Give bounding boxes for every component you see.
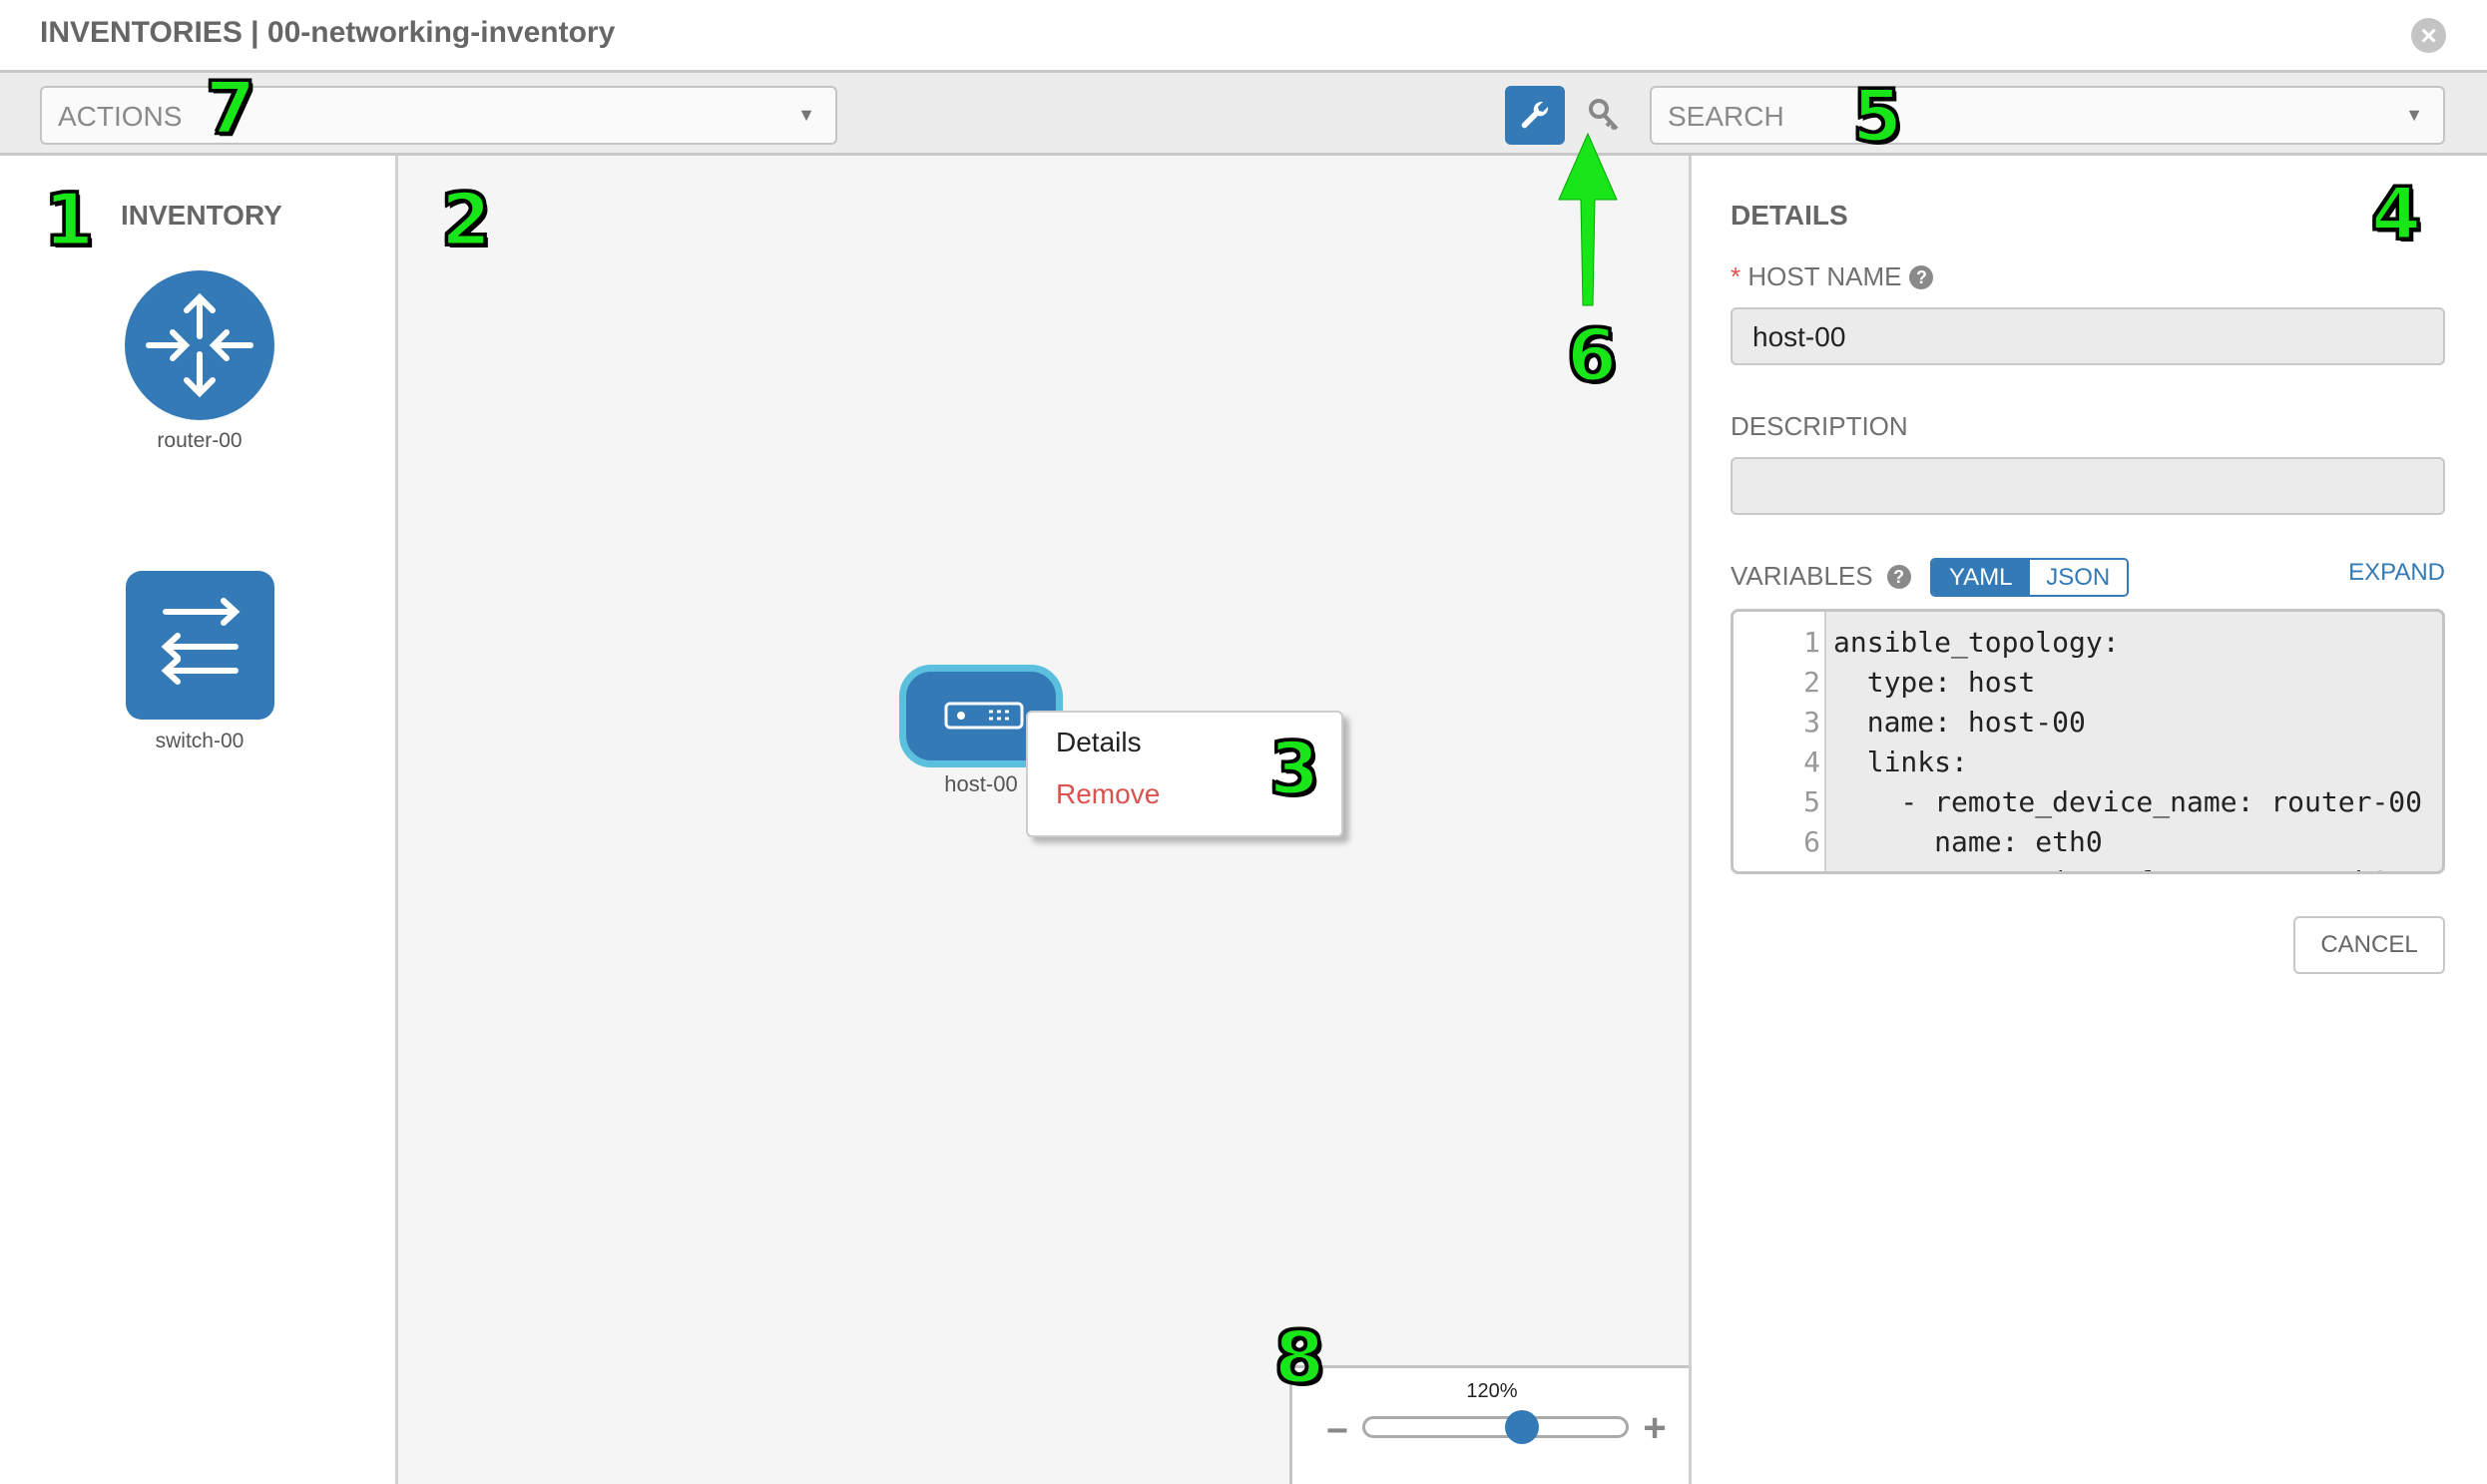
help-icon[interactable]: ?: [1909, 265, 1934, 289]
line-number: 3: [1803, 706, 1820, 739]
annotation-3: 3: [1267, 727, 1320, 810]
line-number: 5: [1803, 785, 1820, 818]
toolbar: ACTIONS ▼ SEARCH ▼: [0, 73, 2487, 156]
variables-label-text: VARIABLES: [1731, 561, 1873, 591]
router-icon[interactable]: [125, 270, 274, 420]
code-line: type: host: [1833, 666, 2036, 699]
chevron-down-icon: ▼: [2405, 105, 2423, 125]
inventory-panel: INVENTORY router-00 switch-00: [0, 156, 398, 1484]
variables-label: VARIABLES?: [1731, 561, 1911, 592]
zoom-in-icon[interactable]: +: [1643, 1406, 1667, 1450]
description-input[interactable]: [1731, 457, 2445, 515]
title-bar: INVENTORIES | 00-networking-inventory ×: [0, 0, 2487, 73]
line-number: 7: [1734, 865, 1820, 871]
host-name-label-text: HOST NAME: [1747, 261, 1902, 291]
line-number: 1: [1803, 626, 1820, 659]
annotation-7: 7: [204, 66, 256, 150]
expand-link[interactable]: EXPAND: [2348, 559, 2445, 586]
annotation-5: 5: [1850, 74, 1903, 158]
host-name-label: * HOST NAME?: [1731, 261, 1934, 292]
help-icon[interactable]: ?: [1886, 565, 1911, 589]
line-number: 2: [1803, 666, 1820, 699]
code-line: links:: [1833, 745, 1968, 778]
line-number: 4: [1803, 745, 1820, 778]
host-name-input[interactable]: host-00: [1731, 307, 2445, 365]
line-number-gutter: [1734, 612, 1826, 871]
search-label: SEARCH: [1668, 101, 1784, 132]
annotation-4: 4: [2369, 172, 2422, 255]
close-icon[interactable]: ×: [2411, 18, 2446, 53]
code-line: - remote_device_name: router-00: [1833, 785, 2423, 818]
router-label: router-00: [157, 429, 243, 452]
annotation-arrow-icon: [1558, 132, 1618, 306]
wrench-icon[interactable]: [1505, 86, 1565, 145]
variables-editor[interactable]: 1 ansible_topology: 2 type: host 3 name: ho…: [1731, 609, 2445, 874]
code-line: name: eth0: [1833, 825, 2103, 858]
switch-icon[interactable]: [126, 571, 274, 720]
cancel-button[interactable]: CANCEL: [2293, 916, 2445, 974]
format-toggle: YAML JSON: [1930, 558, 2129, 597]
code-line: remote_interface_name: eth0: [1833, 865, 2388, 871]
search-dropdown[interactable]: SEARCH ▼: [1650, 86, 2445, 145]
host-node[interactable]: [899, 665, 1063, 767]
actions-dropdown[interactable]: ACTIONS ▼: [40, 86, 837, 145]
zoom-level: 120%: [1466, 1380, 1518, 1402]
annotation-1: 1: [42, 178, 95, 261]
topology-canvas[interactable]: host-00 Details Remove: [398, 156, 1689, 1484]
switch-label: switch-00: [155, 730, 245, 752]
line-number: 6: [1803, 825, 1820, 858]
description-label: DESCRIPTION: [1731, 411, 1908, 441]
actions-label: ACTIONS: [58, 101, 183, 132]
menu-item-details[interactable]: Details: [1056, 727, 1142, 757]
inventory-title: INVENTORY: [121, 200, 282, 231]
zoom-slider-handle[interactable]: [1505, 1410, 1540, 1444]
zoom-slider-track[interactable]: [1362, 1416, 1629, 1438]
annotation-2: 2: [439, 178, 492, 261]
key-icon[interactable]: [1587, 96, 1623, 136]
menu-item-remove[interactable]: Remove: [1056, 778, 1161, 809]
json-tab[interactable]: JSON: [2029, 560, 2127, 595]
zoom-control: 120% − +: [1289, 1365, 1689, 1484]
page-title: INVENTORIES | 00-networking-inventory: [40, 16, 616, 49]
host-label: host-00: [944, 771, 1018, 796]
zoom-out-icon[interactable]: −: [1325, 1410, 1349, 1452]
code-line: ansible_topology:: [1833, 626, 2120, 659]
details-title: DETAILS: [1731, 200, 1848, 231]
code-line: name: host-00: [1833, 706, 2086, 739]
yaml-tab[interactable]: YAML: [1932, 560, 2030, 595]
annotation-8: 8: [1272, 1315, 1325, 1399]
annotation-6: 6: [1565, 313, 1618, 397]
host-icon: [944, 702, 1024, 730]
required-mark: *: [1731, 261, 1741, 291]
context-menu: Details Remove: [1026, 711, 1343, 837]
chevron-down-icon: ▼: [797, 105, 815, 125]
